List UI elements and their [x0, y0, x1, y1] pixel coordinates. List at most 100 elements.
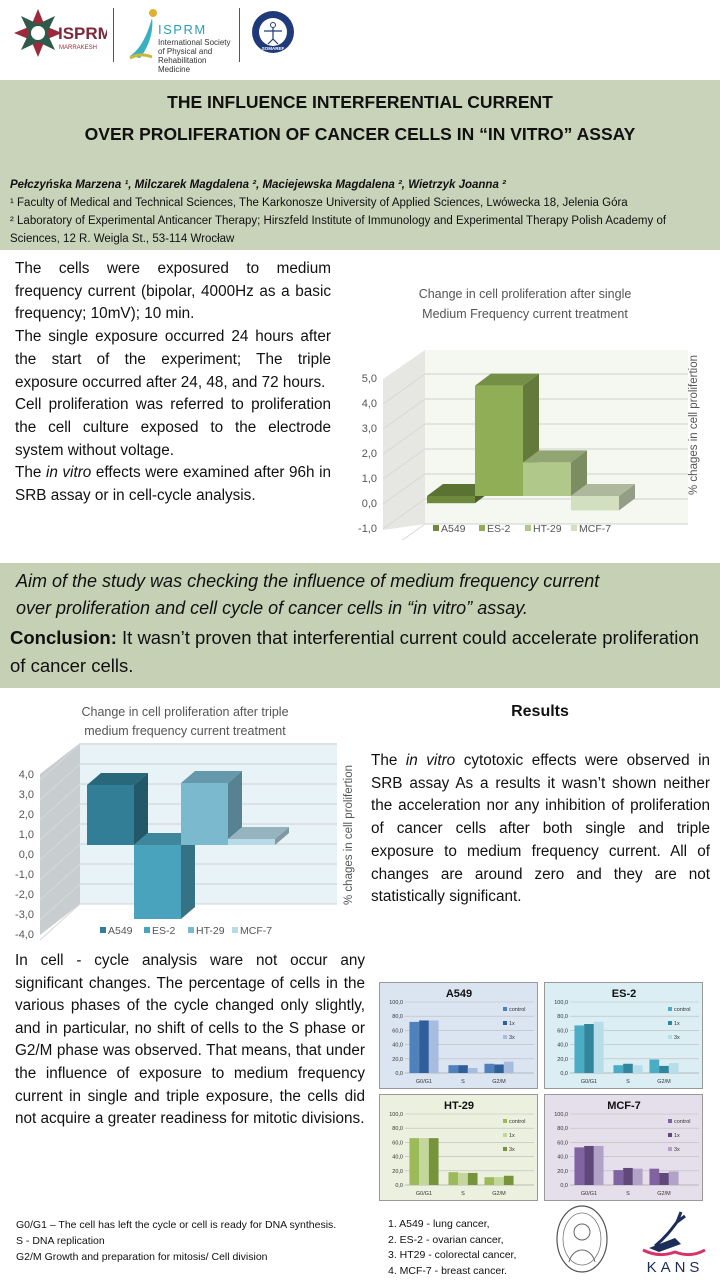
y-tick-label: 20,0	[557, 1169, 568, 1175]
gridline	[39, 763, 81, 801]
x-tick-label: S	[461, 1079, 465, 1085]
bar-ht-29	[181, 783, 228, 845]
legend-label: 1x	[674, 1133, 680, 1139]
chart-side-wall	[40, 743, 80, 935]
affiliation-2: ² Laboratory of Experimental Anticancer …	[10, 215, 667, 245]
bar-1x-g2m	[659, 1172, 669, 1185]
legend-swatch	[433, 525, 439, 531]
methods-paragraph: The cells were exposured to medium frequ…	[15, 260, 331, 323]
legend-swatch	[503, 1021, 507, 1025]
triple-treatment-chart: 4,0 3,0 2,0 1,0 0,0 -1,0 -2,0 -3,0 -4,0 Change in…	[15, 705, 355, 941]
chart-side-wall	[383, 350, 425, 530]
text-run: cytotoxic effects were observed in SRB a…	[371, 752, 710, 906]
cell-lines-list: 1. A549 - lung cancer, 2. ES-2 - ovarian…	[388, 1217, 548, 1279]
x-tick-label: G0/G1	[581, 1191, 597, 1197]
gridline	[39, 743, 81, 781]
bar-ht-29	[523, 462, 571, 496]
legend-swatch	[503, 1119, 507, 1123]
legend-label: control	[509, 1119, 526, 1125]
y-tick-label: 40,0	[557, 1043, 568, 1049]
divider	[239, 8, 240, 62]
y-tick-label: 60,0	[392, 1140, 403, 1146]
results-heading: Results	[511, 703, 569, 720]
legend-label: control	[674, 1119, 691, 1125]
legend-swatch	[144, 927, 150, 933]
y-tick-label: 100,0	[554, 1000, 568, 1006]
legend-swatch	[668, 1119, 672, 1123]
university-seal-logo	[556, 1205, 608, 1273]
x-tick-label: G2/M	[492, 1079, 506, 1085]
y-tick-label: 0,0	[395, 1183, 403, 1189]
legend-swatch	[503, 1133, 507, 1137]
y-tick-label: -3,0	[15, 909, 34, 921]
y-tick-label: 2,0	[362, 448, 377, 460]
legend-swatch	[503, 1035, 507, 1039]
bar-3x-g0g1	[428, 1020, 439, 1073]
y-tick-label: 60,0	[557, 1140, 568, 1146]
x-tick-label: G2/M	[492, 1191, 506, 1197]
bar-top-mcf-7	[571, 484, 635, 496]
methods-paragraph: Cell proliferation was referred to proli…	[15, 396, 331, 459]
authors-block: Pełczyńska Marzena ¹, Milczarek Magdalen…	[10, 176, 710, 248]
methods-paragraph: The single exposure occurred 24 hours af…	[15, 328, 331, 391]
isprm-congress-logo: ISPRM MARRAKESH	[14, 9, 107, 57]
gridline	[382, 473, 426, 505]
bar-top-es-2	[134, 833, 195, 845]
legend-label: 3x	[509, 1035, 515, 1041]
bar-1x-g0g1	[584, 1145, 594, 1185]
x-tick-label: G0/G1	[581, 1079, 597, 1085]
legend-label: control	[509, 1007, 526, 1013]
text-run: effects were examined after 96h in SRB a…	[15, 464, 332, 505]
bar-3x-s	[632, 1065, 643, 1073]
y-axis-title: % chages in cell prolifertion	[688, 355, 700, 495]
text-run: The	[15, 464, 46, 482]
gridline	[382, 423, 426, 455]
conclusion-text: It wasn’t proven that interferential cur…	[10, 627, 699, 676]
legend-swatch	[503, 1007, 507, 1011]
bar-1x-g2m	[659, 1065, 669, 1073]
bar-control-s	[613, 1065, 624, 1073]
x-tick-label: G0/G1	[416, 1079, 432, 1085]
bar-3x-g2m	[503, 1175, 514, 1185]
bar-control-g0g1	[409, 1138, 420, 1185]
bar-3x-s	[632, 1168, 643, 1185]
y-tick-label: 100,0	[554, 1112, 568, 1118]
kans-logo: KANS	[642, 1211, 706, 1274]
cell-line-item: 4. MCF-7 - breast cancer.	[388, 1264, 508, 1277]
legend-swatch	[188, 927, 194, 933]
bar-1x-s	[458, 1065, 468, 1073]
y-tick-label: 5,0	[362, 373, 377, 385]
bar-1x-g0g1	[419, 1020, 429, 1073]
text-run-italic: in vitro	[45, 464, 92, 482]
cell-line-item: 3. HT29 - colorectal cancer,	[388, 1249, 517, 1261]
x-tick-label: S	[461, 1191, 465, 1197]
bar-side-ht-29	[228, 771, 242, 845]
bar-3x-s	[467, 1068, 478, 1073]
y-tick-label: 1,0	[19, 829, 34, 841]
bar-control-g2m	[484, 1063, 495, 1073]
somaref-logo-name: SOMAREF	[262, 46, 285, 51]
bar-top-ht-29	[523, 450, 587, 463]
y-tick-label: 40,0	[392, 1043, 403, 1049]
y-tick-label: 0,0	[395, 1071, 403, 1077]
y-tick-label: 20,0	[557, 1057, 568, 1063]
y-tick-label: 2,0	[19, 809, 34, 821]
bar-side-ht-29	[571, 450, 587, 496]
bar-3x-g2m	[668, 1171, 679, 1185]
results-text: The in vitro cytotoxic effects were obse…	[371, 750, 710, 909]
y-tick-label: 3,0	[362, 423, 377, 435]
bar-3x-g0g1	[428, 1138, 439, 1185]
legend-swatch	[479, 525, 485, 531]
gridline	[39, 803, 81, 841]
isprm-logo: ISPRM	[129, 9, 205, 60]
aim-line: over proliferation and cell cycle of can…	[16, 598, 528, 618]
cell-cycle-text: In cell - cycle analysis ware not occur …	[15, 952, 365, 1128]
legend-label-mcf-7: MCF-7	[579, 523, 611, 535]
y-tick-label: -1,0	[358, 523, 377, 535]
legend-label-es-2: ES-2	[487, 523, 511, 535]
bar-control-s	[613, 1170, 624, 1185]
bar-3x-g2m	[668, 1063, 679, 1073]
bar-top-a549	[87, 773, 148, 785]
y-tick-label: 40,0	[392, 1155, 403, 1161]
legend-label-ht-29: HT-29	[196, 925, 225, 937]
